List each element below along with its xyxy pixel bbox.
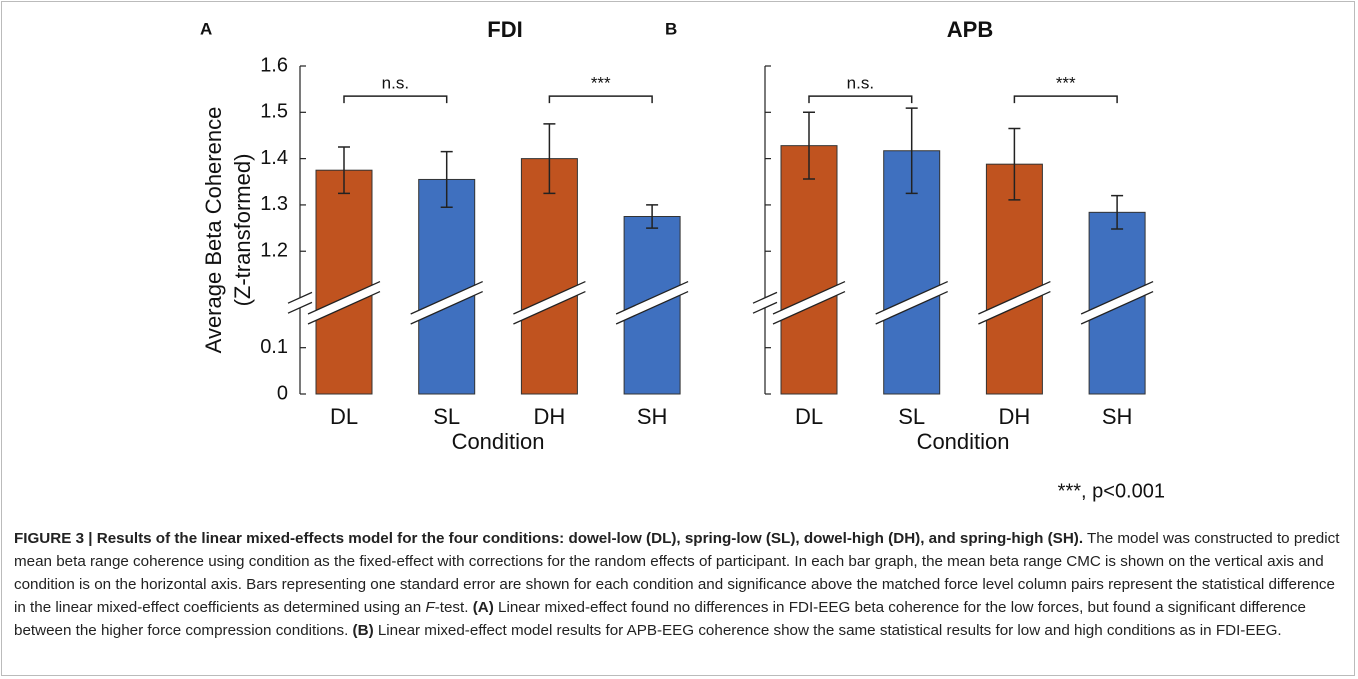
axis-break <box>513 281 586 324</box>
caption-text: Linear mixed-effect model results for AP… <box>373 622 1282 639</box>
axis-break <box>410 281 483 324</box>
caption: FIGURE 3 | Results of the linear mixed-e… <box>14 527 1344 642</box>
caption-text: F <box>425 599 435 616</box>
error-bar <box>905 107 918 195</box>
axis-break-line <box>513 280 586 325</box>
axis-break <box>616 281 689 324</box>
y-axis-label: Average Beta Coherence <box>201 107 226 354</box>
y-tick-label: 1.6 <box>260 54 288 76</box>
axis-break-line <box>1080 280 1154 325</box>
axis-break <box>1081 281 1154 324</box>
x-tick-label: SL <box>433 404 460 429</box>
bar <box>315 169 373 395</box>
y-tick-label: 1.5 <box>260 101 288 123</box>
axis-break-line <box>875 280 948 325</box>
significance-label: *** <box>1056 74 1076 93</box>
y-tick-label: 0 <box>277 382 288 404</box>
axis-break <box>288 292 312 314</box>
axis-break <box>773 281 845 324</box>
panel-label: A <box>200 19 212 38</box>
y-tick-label: 1.4 <box>260 147 288 169</box>
axis-break <box>978 281 1051 324</box>
significance-label: n.s. <box>847 74 874 93</box>
error-bar <box>440 150 453 208</box>
axis-break-line <box>410 280 483 325</box>
y-axis-label: (Z-transformed) <box>230 154 255 307</box>
significance-label: *** <box>591 74 611 93</box>
error-bar <box>543 123 556 195</box>
error-bar <box>338 146 350 195</box>
y-tick-label: 1.3 <box>260 193 288 215</box>
significance-bracket <box>808 95 913 104</box>
chart: ***, p<0.001 A FDI Average Beta Coherence(… <box>200 17 1165 502</box>
bar <box>985 163 1043 395</box>
error-bar <box>646 204 659 229</box>
y-tick-label: 0.1 <box>260 336 288 358</box>
x-axis-label: Condition <box>917 429 1010 454</box>
footnote: ***, p<0.001 <box>1058 480 1165 502</box>
caption-text: (A) <box>472 599 494 616</box>
x-tick-label: DL <box>795 404 823 429</box>
x-axis-label: Condition <box>452 429 545 454</box>
chart-title: FDI <box>487 17 522 42</box>
significance-label: n.s. <box>382 74 409 93</box>
axis-break-line <box>287 291 313 314</box>
significance-bracket <box>343 95 448 104</box>
caption-text: (B) <box>352 622 374 639</box>
x-tick-label: DH <box>534 404 566 429</box>
y-tick-label: 1.2 <box>260 240 288 262</box>
x-tick-label: SH <box>1102 404 1133 429</box>
error-bar <box>803 111 815 180</box>
chart-title: APB <box>947 17 993 42</box>
bar <box>780 145 838 395</box>
x-tick-label: SH <box>637 404 668 429</box>
axis-break-line <box>978 280 1051 325</box>
panel-label: B <box>665 19 677 38</box>
error-bar <box>1008 127 1021 201</box>
error-bar <box>1111 194 1124 230</box>
axis-break <box>753 292 777 314</box>
axis-break <box>875 281 948 324</box>
axis-break-line <box>307 280 381 325</box>
axis-break <box>308 281 380 324</box>
x-tick-label: DL <box>330 404 358 429</box>
caption-text: Linear mixed-effect found no differences… <box>14 599 1306 639</box>
axis-break-line <box>772 280 846 325</box>
caption-text: -test. <box>434 599 473 616</box>
axis-break-line <box>752 291 778 314</box>
caption-text: The model was constructed to predict mea… <box>14 530 1340 616</box>
bar <box>520 158 578 395</box>
caption-title: FIGURE 3 | Results of the linear mixed-e… <box>14 530 1084 547</box>
significance-bracket <box>1013 95 1118 104</box>
axis-break-line <box>615 280 689 325</box>
bar <box>418 178 476 395</box>
x-tick-label: SL <box>898 404 925 429</box>
significance-bracket <box>548 95 653 104</box>
x-tick-label: DH <box>999 404 1031 429</box>
